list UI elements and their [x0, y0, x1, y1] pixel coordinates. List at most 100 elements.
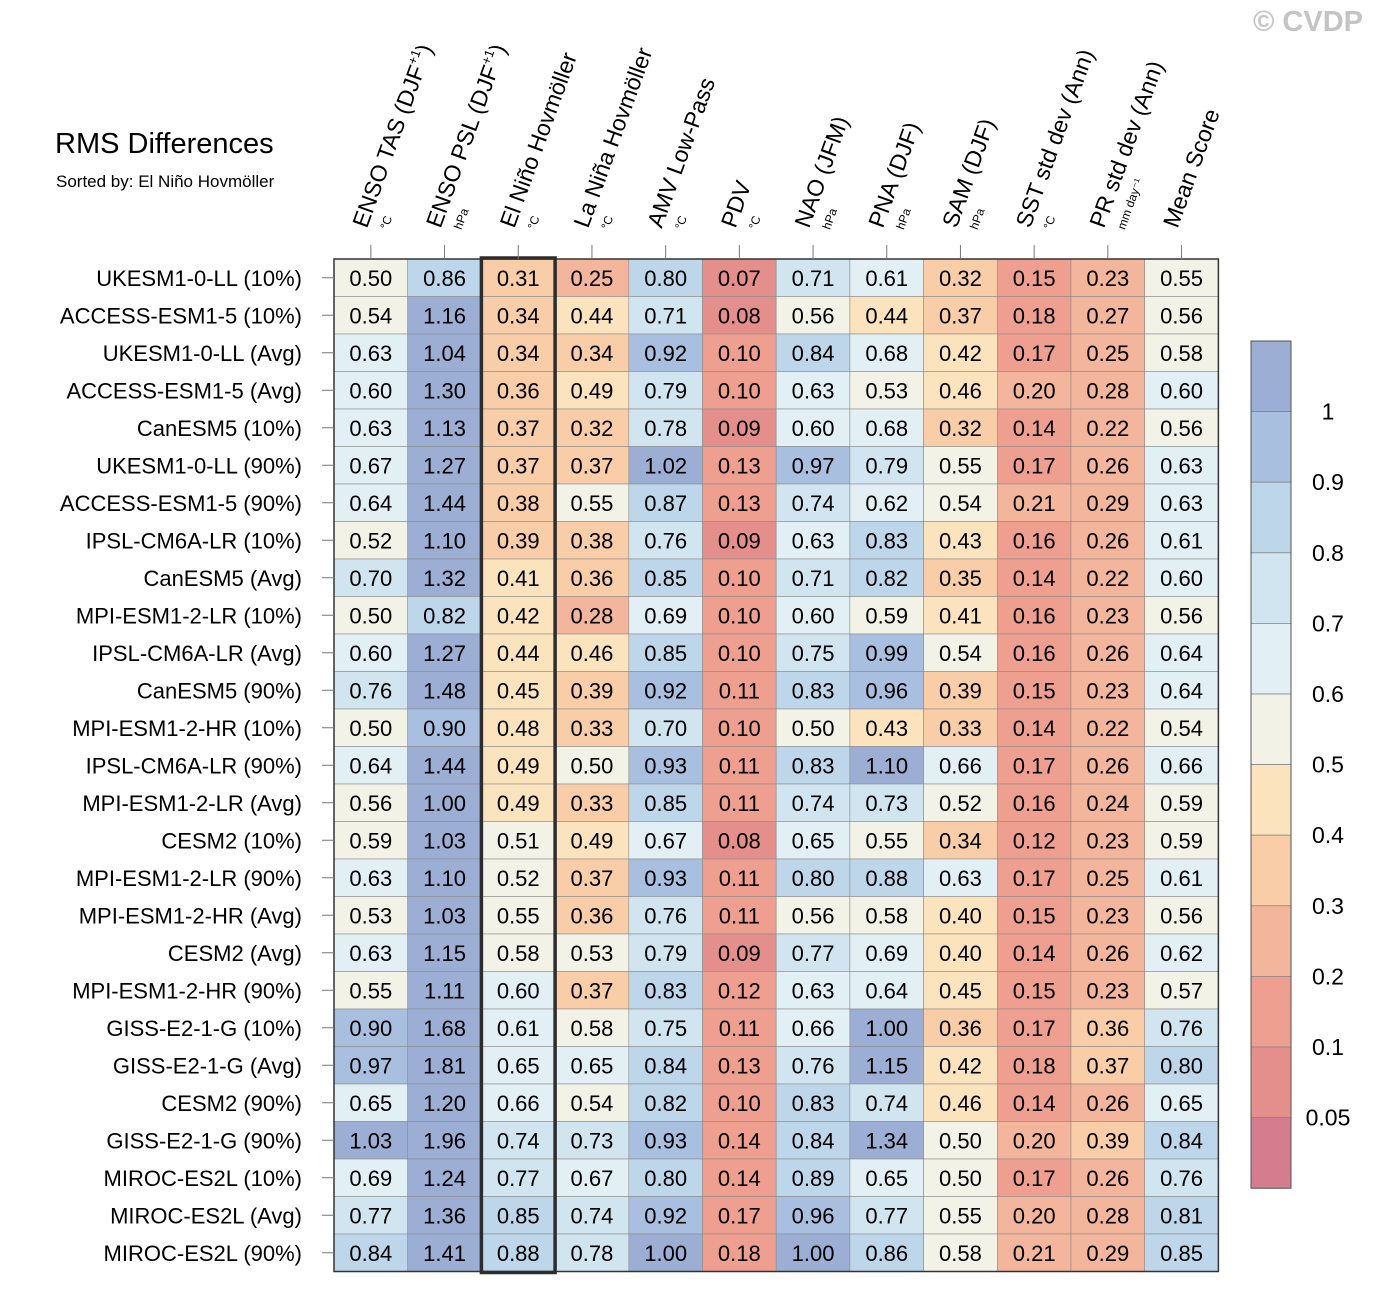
row-label: CanESM5 (Avg): [143, 566, 302, 591]
heatmap-cell: [1070, 408, 1145, 447]
cell-value: 0.84: [1160, 1128, 1203, 1153]
cell-value: 0.42: [939, 341, 982, 366]
heatmap-cell: [554, 971, 630, 1010]
heatmap-cell: [996, 446, 1072, 485]
cell-value: 0.63: [1160, 491, 1203, 516]
cell-value: 0.84: [644, 1053, 687, 1078]
heatmap-cell: [481, 1158, 556, 1197]
heatmap-cell: [849, 1233, 924, 1272]
heatmap-cell: [628, 971, 703, 1010]
cell-value: 0.24: [1086, 791, 1129, 816]
heatmap-cell: [996, 1008, 1072, 1047]
cell-value: 0.84: [792, 1128, 835, 1153]
cell-value: 0.28: [1086, 378, 1129, 403]
cell-value: 0.07: [718, 266, 761, 291]
heatmap-cell: [923, 371, 998, 410]
cell-value: 0.65: [792, 828, 835, 853]
cell-value: 0.55: [939, 1203, 982, 1228]
cell-value: 0.23: [1086, 903, 1129, 928]
cell-value: 0.22: [1086, 716, 1129, 741]
heatmap-cell: [1144, 858, 1219, 897]
heatmap-cell: [775, 1233, 851, 1272]
heatmap-cell: [333, 1158, 408, 1197]
heatmap-cell: [1070, 633, 1145, 672]
cell-value: 0.62: [865, 491, 908, 516]
heatmap-cell: [1144, 1121, 1219, 1160]
heatmap-cell: [554, 558, 630, 597]
cell-value: 0.11: [719, 903, 760, 928]
cell-value: 0.36: [497, 378, 540, 403]
row-label: MPI-ESM1-2-HR (Avg): [79, 903, 302, 928]
heatmap-cell: [1070, 483, 1145, 522]
cell-value: 0.26: [1086, 528, 1129, 553]
heatmap-cell: [923, 333, 998, 372]
cell-value: 0.58: [497, 941, 540, 966]
heatmap-cell: [481, 1233, 556, 1272]
heatmap-cell: [1144, 1008, 1219, 1047]
heatmap-cell: [333, 783, 408, 822]
cell-value: 0.23: [1086, 266, 1129, 291]
cell-value: 0.42: [939, 1053, 982, 1078]
cell-value: 0.14: [1013, 1091, 1056, 1116]
cell-value: 0.34: [497, 303, 540, 328]
cell-value: 0.34: [571, 341, 614, 366]
cell-value: 0.16: [1013, 528, 1056, 553]
heatmap-cell: [996, 971, 1072, 1010]
heatmap-cell: [996, 596, 1072, 635]
cell-value: 0.49: [571, 828, 614, 853]
row-label: MPI-ESM1-2-LR (Avg): [82, 791, 302, 816]
heatmap-cell: [481, 1121, 556, 1160]
cell-value: 0.77: [792, 941, 835, 966]
heatmap-cell: [554, 821, 630, 860]
heatmap-cell: [775, 446, 851, 485]
heatmap-cell: [702, 483, 777, 522]
cell-value: 0.43: [939, 528, 982, 553]
cell-value: 0.86: [865, 1241, 908, 1266]
row-label: MPI-ESM1-2-HR (10%): [72, 716, 302, 741]
cell-value: 0.71: [644, 303, 687, 328]
cell-value: 0.93: [644, 1128, 687, 1153]
cell-value: 0.63: [349, 341, 392, 366]
heatmap-cell: [849, 408, 924, 447]
row-label: UKESM1-0-LL (90%): [96, 453, 302, 478]
heatmap-cell: [481, 633, 556, 672]
heatmap-cell: [849, 896, 924, 935]
heatmap-cell: [702, 671, 777, 710]
cell-value: 0.36: [939, 1016, 982, 1041]
cell-value: 0.55: [497, 903, 540, 928]
heatmap-cell: [481, 933, 556, 972]
cell-value: 0.74: [865, 1091, 908, 1116]
heatmap-cell: [407, 671, 482, 710]
heatmap-cell: [407, 1046, 482, 1085]
heatmap-cell: [628, 296, 703, 335]
heatmap-cell: [849, 446, 924, 485]
cell-value: 0.50: [571, 753, 614, 778]
cell-value: 0.83: [792, 753, 835, 778]
heatmap-cell: [1070, 671, 1145, 710]
cell-value: 0.64: [349, 753, 392, 778]
heatmap-cell: [775, 1046, 851, 1085]
cell-value: 0.54: [939, 641, 982, 666]
heatmap-cell: [481, 558, 556, 597]
cell-value: 1.10: [865, 753, 908, 778]
heatmap-cell: [333, 408, 408, 447]
cell-value: 0.31: [497, 266, 540, 291]
cell-value: 0.53: [571, 941, 614, 966]
cell-value: 0.69: [865, 941, 908, 966]
heatmap-cell: [554, 596, 630, 635]
heatmap-cell: [1070, 933, 1145, 972]
heatmap-cell: [849, 521, 924, 560]
cell-value: 0.97: [349, 1053, 392, 1078]
heatmap-cell: [1144, 483, 1219, 522]
cell-value: 0.80: [792, 866, 835, 891]
cell-value: 0.13: [718, 491, 761, 516]
heatmap-cell: [775, 708, 851, 747]
cell-value: 0.49: [497, 753, 540, 778]
cell-value: 0.55: [865, 828, 908, 853]
cell-value: 0.50: [349, 716, 392, 741]
heatmap-cell: [775, 596, 851, 635]
cell-value: 1.32: [423, 566, 466, 591]
cell-value: 0.08: [718, 828, 761, 853]
cell-value: 0.66: [939, 753, 982, 778]
column-unit: °C: [672, 213, 690, 231]
